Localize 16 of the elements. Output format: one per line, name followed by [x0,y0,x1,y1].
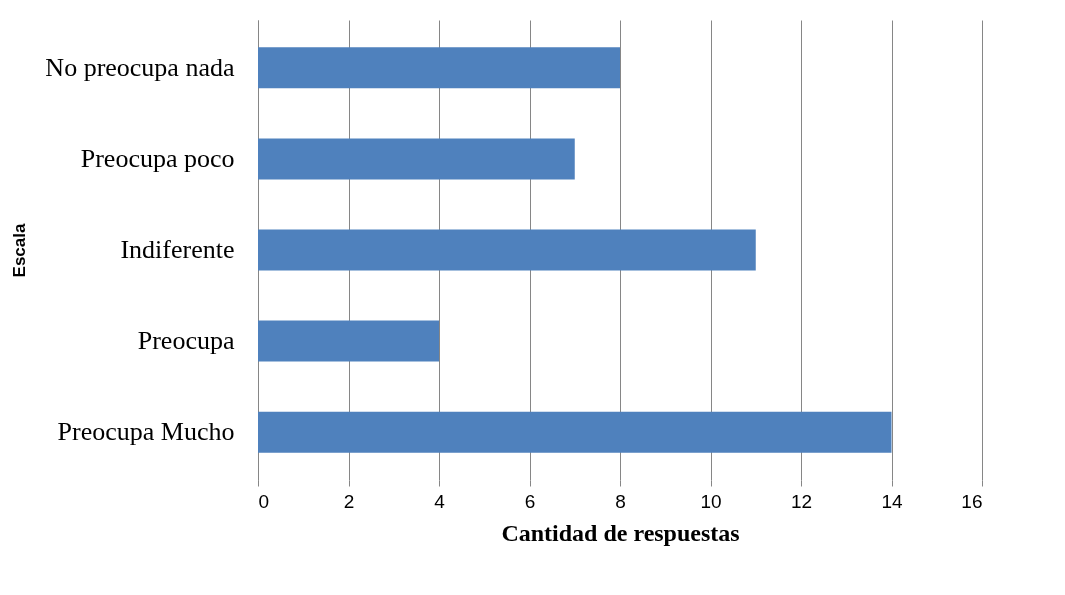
y-tick-label: Preocupa [137,326,235,356]
x-tick-label: 10 [700,490,722,512]
y-axis-title: Escala [9,223,29,278]
y-tick-label: Preocupa poco [80,143,235,173]
y-tick-label: Indiferente [120,235,235,264]
x-tick-label: 2 [343,490,355,512]
x-tick-label: 12 [790,490,813,512]
y-tick-label: Preocupa Mucho [57,417,235,447]
x-axis-title: Cantidad de respuestas [501,519,740,546]
x-tick-label: 4 [434,490,446,512]
x-tick-label: 6 [524,490,536,512]
x-tick-label: 0 [258,490,270,512]
x-tick-label: 14 [881,490,903,512]
x-tick-label: 8 [615,490,626,512]
y-tick-label: No preocupa nada [45,52,235,82]
x-tick-label: 16 [961,490,983,512]
